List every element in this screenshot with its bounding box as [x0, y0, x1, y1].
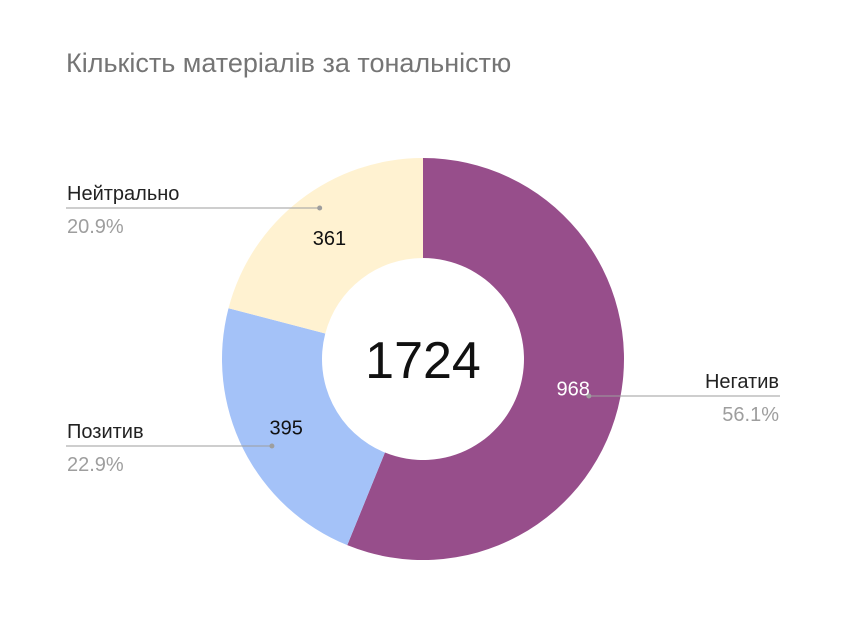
slice-percent-label-1: 56.1% [722, 404, 779, 426]
slice-name-label-3: Нейтрально [67, 183, 179, 205]
donut-slice-2 [221, 308, 385, 546]
donut-total: 1724 [365, 332, 481, 390]
slice-value-label-1: 968 [556, 378, 589, 400]
slice-percent-label-2: 22.9% [67, 454, 124, 476]
donut-slice-1 [347, 158, 624, 560]
leader-lines [66, 205, 780, 449]
slice-name-label-1: Негатив [705, 371, 779, 393]
chart-title: Кількість матеріалів за тональністю [66, 48, 512, 78]
slice-outer-labels: Негатив 56.1% Позитив 22.9% Нейтрально 20.9% [67, 183, 779, 476]
donut-slice-3 [228, 158, 423, 334]
slice-name-label-2: Позитив [67, 421, 144, 443]
donut-slices [221, 158, 624, 560]
slice-value-label-3: 361 [313, 228, 346, 250]
slice-value-label-2: 395 [270, 418, 303, 440]
slice-value-labels: 968 395 361 [270, 228, 590, 440]
slice-percent-label-3: 20.9% [67, 216, 124, 238]
